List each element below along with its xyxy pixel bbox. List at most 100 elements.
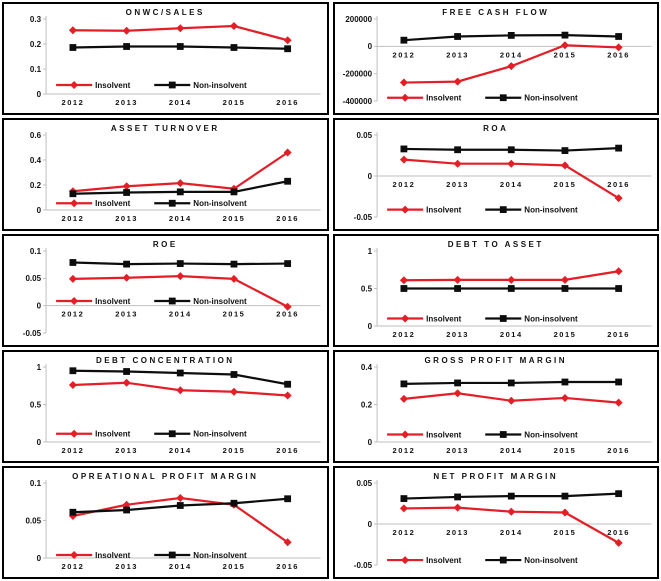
y-tick-label: 0.05 bbox=[25, 274, 41, 283]
insolvent-marker bbox=[122, 273, 131, 282]
y-tick-label: 0.4 bbox=[30, 156, 42, 165]
legend-label: Insolvent bbox=[95, 199, 130, 208]
insolvent-marker bbox=[453, 159, 462, 168]
legend-marker bbox=[168, 81, 176, 89]
chart-gross-profit-margin: GROSS PROFIT MARGIN 0 0.2 0.4 2012 2013 2014 2… bbox=[332, 350, 659, 463]
x-tick-label: 2012 bbox=[392, 330, 415, 339]
non-insolvent-marker bbox=[561, 147, 568, 154]
x-tick-label: 2014 bbox=[499, 330, 522, 339]
y-tick-label: 0 bbox=[367, 520, 372, 529]
insolvent-marker bbox=[560, 275, 569, 284]
legend-label: Non-insolvent bbox=[524, 206, 578, 215]
x-tick-label: 2012 bbox=[392, 50, 415, 59]
y-tick-label: 0.5 bbox=[360, 284, 372, 293]
x-tick-label: 2015 bbox=[223, 98, 246, 107]
x-tick-label: 2016 bbox=[607, 446, 630, 455]
insolvent-marker bbox=[283, 302, 292, 311]
x-tick-label: 2014 bbox=[169, 562, 192, 571]
x-tick-label: 2013 bbox=[446, 528, 469, 537]
legend-marker bbox=[400, 556, 409, 565]
legend-label: Insolvent bbox=[426, 556, 461, 565]
non-insolvent-marker bbox=[453, 146, 461, 154]
insolvent-marker bbox=[614, 538, 623, 547]
legend-marker bbox=[70, 429, 79, 438]
x-tick-label: 2014 bbox=[169, 214, 192, 223]
insolvent-marker bbox=[614, 43, 623, 52]
x-tick-label: 2012 bbox=[62, 98, 85, 107]
line-plot: 0 0.1 0.2 0.3 2012 2013 2014 2015 2016 Insolvent N… bbox=[30, 15, 321, 107]
non-insolvent-marker bbox=[400, 495, 407, 502]
y-tick-label: 0 bbox=[37, 206, 42, 215]
y-tick-label: -0.05 bbox=[353, 213, 372, 222]
non-insolvent-marker bbox=[123, 43, 130, 50]
insolvent-marker bbox=[453, 275, 462, 284]
non-insolvent-marker bbox=[614, 378, 622, 386]
x-tick-label: 2014 bbox=[169, 98, 192, 107]
non-insolvent-marker bbox=[507, 379, 515, 387]
x-tick-label: 2015 bbox=[553, 528, 576, 537]
x-tick-label: 2016 bbox=[607, 528, 630, 537]
insolvent-marker bbox=[399, 155, 408, 164]
legend-marker bbox=[499, 206, 507, 214]
non-insolvent-marker bbox=[284, 45, 292, 53]
legend-marker bbox=[400, 93, 409, 102]
x-tick-label: 2012 bbox=[62, 562, 85, 571]
insolvent-marker bbox=[283, 391, 292, 400]
chart-roe: ROE -0.05 0 0.05 0.1 2012 2013 2014 2015 2016 Ins… bbox=[2, 234, 329, 347]
non-insolvent-marker bbox=[69, 190, 77, 198]
legend-label: Non-insolvent bbox=[524, 315, 578, 324]
y-tick-label: 0 bbox=[367, 172, 372, 181]
line-plot: -0.05 0 0.05 2012 2013 2014 2015 2016 Insolvent N… bbox=[353, 479, 651, 570]
y-tick-label: 0 bbox=[367, 42, 372, 51]
insolvent-marker bbox=[176, 24, 185, 33]
legend-marker bbox=[400, 430, 409, 439]
y-tick-label: 0.1 bbox=[30, 65, 42, 74]
non-insolvent-marker bbox=[176, 188, 184, 196]
insolvent-marker bbox=[176, 386, 185, 395]
x-tick-label: 2014 bbox=[169, 446, 192, 455]
x-tick-label: 2012 bbox=[392, 446, 415, 455]
x-tick-label: 2016 bbox=[276, 98, 299, 107]
legend-label: Non-insolvent bbox=[524, 431, 578, 440]
non-insolvent-marker bbox=[400, 285, 407, 292]
legend-marker bbox=[70, 199, 79, 208]
legend-label: Non-insolvent bbox=[193, 551, 247, 560]
insolvent-marker bbox=[122, 378, 131, 387]
x-tick-label: 2013 bbox=[446, 446, 469, 455]
insolvent-marker bbox=[506, 62, 515, 71]
insolvent-marker bbox=[229, 22, 238, 30]
insolvent-marker bbox=[283, 148, 292, 157]
x-tick-label: 2012 bbox=[62, 446, 85, 455]
x-tick-label: 2012 bbox=[62, 310, 85, 319]
line-plot: -0.05 0 0.05 0.1 2012 2013 2014 2015 2016 Insolve… bbox=[23, 247, 321, 338]
legend-marker bbox=[499, 431, 507, 438]
x-tick-label: 2016 bbox=[276, 562, 299, 571]
insolvent-marker bbox=[560, 161, 569, 170]
legend-label: Non-insolvent bbox=[524, 94, 578, 103]
chart-roa: ROA -0.05 0 0.05 2012 2013 2014 2015 2016 Insolv… bbox=[332, 118, 659, 231]
x-tick-label: 2015 bbox=[223, 310, 246, 319]
chart-asset-turnover: ASSET TURNOVER 0 0.2 0.4 0.6 2012 2013 2014 201… bbox=[2, 118, 329, 231]
y-tick-label: 0.1 bbox=[30, 479, 42, 488]
legend-label: Insolvent bbox=[426, 94, 461, 103]
y-tick-label: -0.05 bbox=[23, 329, 42, 338]
chart-debt-to-asset: DEBT TO ASSET 0 0.5 1 2012 2013 2014 2015 2016 I… bbox=[332, 234, 659, 347]
y-tick-label: 1 bbox=[367, 247, 372, 256]
x-tick-label: 2015 bbox=[553, 180, 576, 189]
insolvent-marker bbox=[229, 274, 238, 283]
insolvent-marker bbox=[68, 381, 77, 389]
x-tick-label: 2015 bbox=[553, 50, 576, 59]
insolvent-marker bbox=[68, 26, 77, 35]
non-insolvent-marker bbox=[561, 378, 568, 386]
insolvent-marker bbox=[176, 272, 185, 281]
insolvent-marker bbox=[283, 538, 292, 547]
chart-net-profit-margin: NET PROFIT MARGIN -0.05 0 0.05 2012 2013 2014… bbox=[332, 466, 659, 579]
non-insolvent-marker bbox=[507, 492, 515, 500]
legend-marker bbox=[499, 556, 507, 564]
x-tick-label: 2013 bbox=[446, 50, 469, 59]
non-insolvent-marker bbox=[400, 36, 407, 44]
chart-debt-concentration: DEBT CONCENTRATION 0 0.5 1 2012 2013 2014 2015… bbox=[2, 350, 329, 463]
insolvent-marker bbox=[122, 26, 131, 35]
y-tick-label: 0.1 bbox=[30, 247, 42, 256]
legend-label: Insolvent bbox=[426, 315, 461, 324]
